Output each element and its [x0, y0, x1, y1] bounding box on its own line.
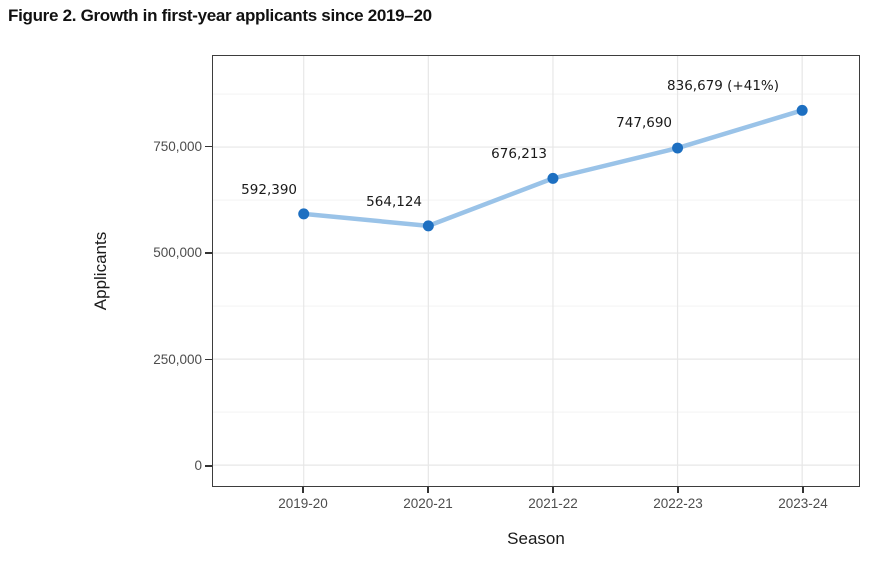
y-tick-label: 500,000: [153, 245, 202, 260]
y-axis-tick: [205, 252, 212, 254]
data-point: [298, 208, 310, 220]
data-point-label: 564,124: [366, 193, 422, 210]
data-point: [547, 172, 559, 184]
data-point: [796, 104, 808, 116]
plot-panel: [212, 55, 860, 487]
y-axis-tick: [205, 465, 212, 467]
data-point: [672, 142, 684, 154]
x-tick-label: 2019-20: [278, 496, 328, 511]
x-axis-title: Season: [507, 529, 565, 548]
data-point: [422, 220, 434, 232]
data-point-label: 592,390: [241, 181, 297, 198]
y-axis-title: Applicants: [91, 231, 110, 311]
x-tick-label: 2020-21: [403, 496, 453, 511]
x-axis-tick: [302, 487, 304, 493]
y-tick-label: 250,000: [153, 351, 202, 367]
data-point-label: 836,679 (+41%): [667, 77, 779, 94]
x-axis-tick: [427, 487, 429, 493]
y-axis-tick: [205, 358, 212, 361]
x-axis-tick: [677, 487, 679, 493]
line-chart: [213, 56, 859, 486]
x-tick-label: 2021-22: [528, 496, 578, 511]
y-axis-tick: [205, 145, 212, 148]
x-tick-label: 2023-24: [778, 496, 828, 511]
y-tick-label: 0: [194, 458, 202, 473]
data-point-label: 676,213: [491, 145, 547, 162]
x-tick-label: 2022-23: [653, 496, 703, 511]
x-axis-tick: [552, 487, 554, 493]
x-axis-tick: [802, 487, 804, 493]
data-point-label: 747,690: [616, 115, 672, 132]
figure-title: Figure 2. Growth in first-year applicant…: [8, 6, 432, 25]
y-tick-label: 750,000: [153, 138, 202, 154]
